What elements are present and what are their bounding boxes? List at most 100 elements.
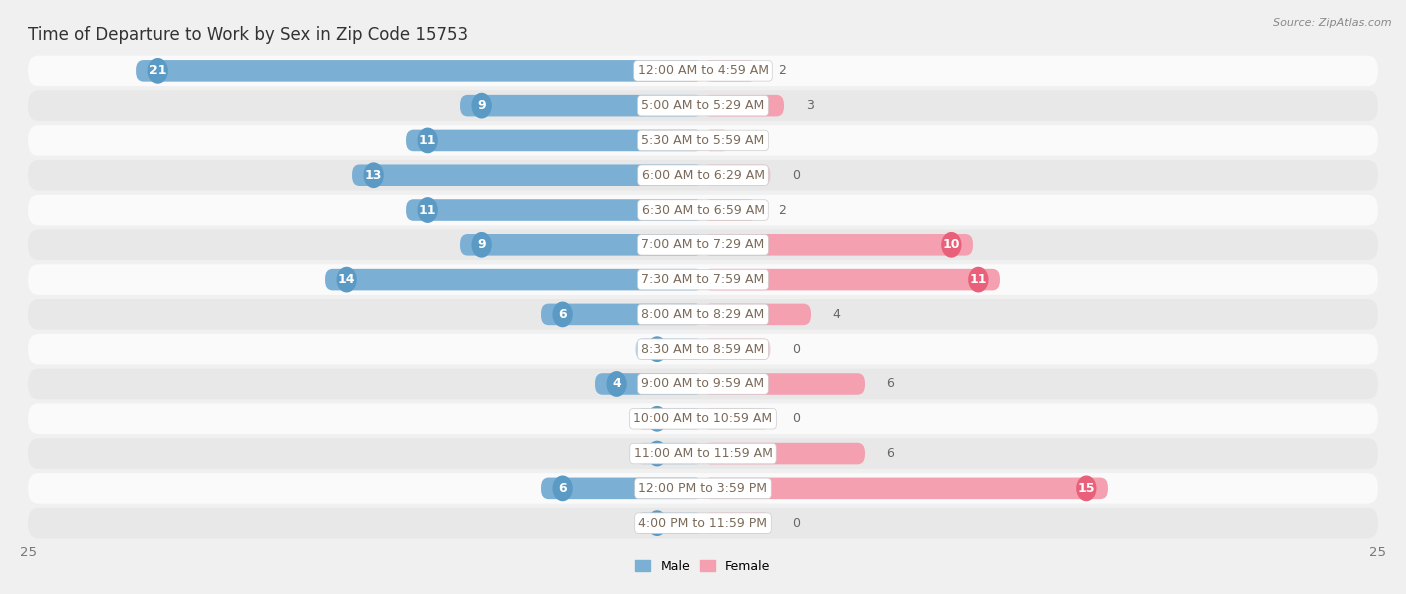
FancyBboxPatch shape — [28, 195, 1378, 225]
FancyBboxPatch shape — [406, 129, 703, 151]
FancyBboxPatch shape — [595, 373, 703, 395]
Text: 6: 6 — [558, 482, 567, 495]
Text: 15: 15 — [1077, 482, 1095, 495]
FancyBboxPatch shape — [406, 199, 703, 221]
Circle shape — [942, 233, 960, 257]
Text: 0: 0 — [652, 412, 661, 425]
Text: 0: 0 — [792, 517, 800, 530]
FancyBboxPatch shape — [541, 304, 703, 325]
Text: 13: 13 — [366, 169, 382, 182]
FancyBboxPatch shape — [28, 125, 1378, 156]
Circle shape — [472, 93, 491, 118]
Text: 7:00 AM to 7:29 AM: 7:00 AM to 7:29 AM — [641, 238, 765, 251]
Text: 6:30 AM to 6:59 AM: 6:30 AM to 6:59 AM — [641, 204, 765, 217]
Text: 0: 0 — [652, 447, 661, 460]
Circle shape — [648, 337, 666, 361]
Text: 3: 3 — [806, 99, 814, 112]
Text: 8:00 AM to 8:29 AM: 8:00 AM to 8:29 AM — [641, 308, 765, 321]
FancyBboxPatch shape — [28, 299, 1378, 330]
Text: Time of Departure to Work by Sex in Zip Code 15753: Time of Departure to Work by Sex in Zip … — [28, 26, 468, 43]
Legend: Male, Female: Male, Female — [630, 555, 776, 578]
FancyBboxPatch shape — [703, 269, 1000, 290]
Text: 4:00 PM to 11:59 PM: 4:00 PM to 11:59 PM — [638, 517, 768, 530]
Text: 9: 9 — [477, 238, 486, 251]
Text: 0: 0 — [792, 412, 800, 425]
Circle shape — [648, 511, 666, 535]
FancyBboxPatch shape — [28, 90, 1378, 121]
Text: 6: 6 — [887, 377, 894, 390]
Circle shape — [472, 233, 491, 257]
Text: 9: 9 — [477, 99, 486, 112]
FancyBboxPatch shape — [703, 373, 865, 395]
Text: 0: 0 — [652, 343, 661, 356]
Circle shape — [418, 128, 437, 153]
FancyBboxPatch shape — [541, 478, 703, 499]
Text: 6: 6 — [887, 447, 894, 460]
FancyBboxPatch shape — [703, 339, 770, 360]
FancyBboxPatch shape — [703, 408, 770, 429]
Text: 0: 0 — [652, 517, 661, 530]
FancyBboxPatch shape — [28, 56, 1378, 86]
Circle shape — [553, 476, 572, 501]
Circle shape — [148, 59, 167, 83]
Text: 10: 10 — [942, 238, 960, 251]
Circle shape — [1077, 476, 1095, 501]
Circle shape — [648, 441, 666, 466]
Text: 6:00 AM to 6:29 AM: 6:00 AM to 6:29 AM — [641, 169, 765, 182]
FancyBboxPatch shape — [703, 513, 770, 534]
Circle shape — [337, 267, 356, 292]
Circle shape — [364, 163, 382, 188]
Circle shape — [553, 302, 572, 327]
Text: 0: 0 — [792, 343, 800, 356]
Text: 11: 11 — [419, 134, 436, 147]
Circle shape — [969, 267, 988, 292]
Circle shape — [607, 372, 626, 396]
Text: 2: 2 — [779, 64, 786, 77]
Text: 5:30 AM to 5:59 AM: 5:30 AM to 5:59 AM — [641, 134, 765, 147]
Text: 2: 2 — [779, 204, 786, 217]
Text: 1: 1 — [752, 134, 759, 147]
FancyBboxPatch shape — [460, 95, 703, 116]
Text: 11:00 AM to 11:59 AM: 11:00 AM to 11:59 AM — [634, 447, 772, 460]
FancyBboxPatch shape — [28, 160, 1378, 191]
FancyBboxPatch shape — [703, 199, 756, 221]
FancyBboxPatch shape — [28, 473, 1378, 504]
FancyBboxPatch shape — [325, 269, 703, 290]
FancyBboxPatch shape — [460, 234, 703, 255]
FancyBboxPatch shape — [703, 60, 756, 81]
Text: 11: 11 — [419, 204, 436, 217]
Text: 7:30 AM to 7:59 AM: 7:30 AM to 7:59 AM — [641, 273, 765, 286]
Text: 9:00 AM to 9:59 AM: 9:00 AM to 9:59 AM — [641, 377, 765, 390]
FancyBboxPatch shape — [703, 478, 1108, 499]
Text: 11: 11 — [970, 273, 987, 286]
FancyBboxPatch shape — [636, 408, 703, 429]
FancyBboxPatch shape — [352, 165, 703, 186]
Text: 12:00 AM to 4:59 AM: 12:00 AM to 4:59 AM — [637, 64, 769, 77]
Circle shape — [418, 198, 437, 222]
Circle shape — [648, 407, 666, 431]
Text: 21: 21 — [149, 64, 166, 77]
Text: 8:30 AM to 8:59 AM: 8:30 AM to 8:59 AM — [641, 343, 765, 356]
FancyBboxPatch shape — [28, 438, 1378, 469]
Text: 6: 6 — [558, 308, 567, 321]
FancyBboxPatch shape — [703, 234, 973, 255]
Text: 4: 4 — [832, 308, 841, 321]
Text: 10:00 AM to 10:59 AM: 10:00 AM to 10:59 AM — [634, 412, 772, 425]
FancyBboxPatch shape — [703, 95, 785, 116]
FancyBboxPatch shape — [703, 304, 811, 325]
FancyBboxPatch shape — [703, 129, 730, 151]
FancyBboxPatch shape — [28, 508, 1378, 538]
FancyBboxPatch shape — [28, 403, 1378, 434]
Text: 0: 0 — [792, 169, 800, 182]
Text: Source: ZipAtlas.com: Source: ZipAtlas.com — [1274, 18, 1392, 28]
FancyBboxPatch shape — [636, 339, 703, 360]
Text: 12:00 PM to 3:59 PM: 12:00 PM to 3:59 PM — [638, 482, 768, 495]
Text: 4: 4 — [612, 377, 621, 390]
FancyBboxPatch shape — [28, 264, 1378, 295]
FancyBboxPatch shape — [136, 60, 703, 81]
FancyBboxPatch shape — [28, 369, 1378, 399]
FancyBboxPatch shape — [703, 443, 865, 465]
FancyBboxPatch shape — [636, 443, 703, 465]
FancyBboxPatch shape — [636, 513, 703, 534]
FancyBboxPatch shape — [28, 334, 1378, 365]
